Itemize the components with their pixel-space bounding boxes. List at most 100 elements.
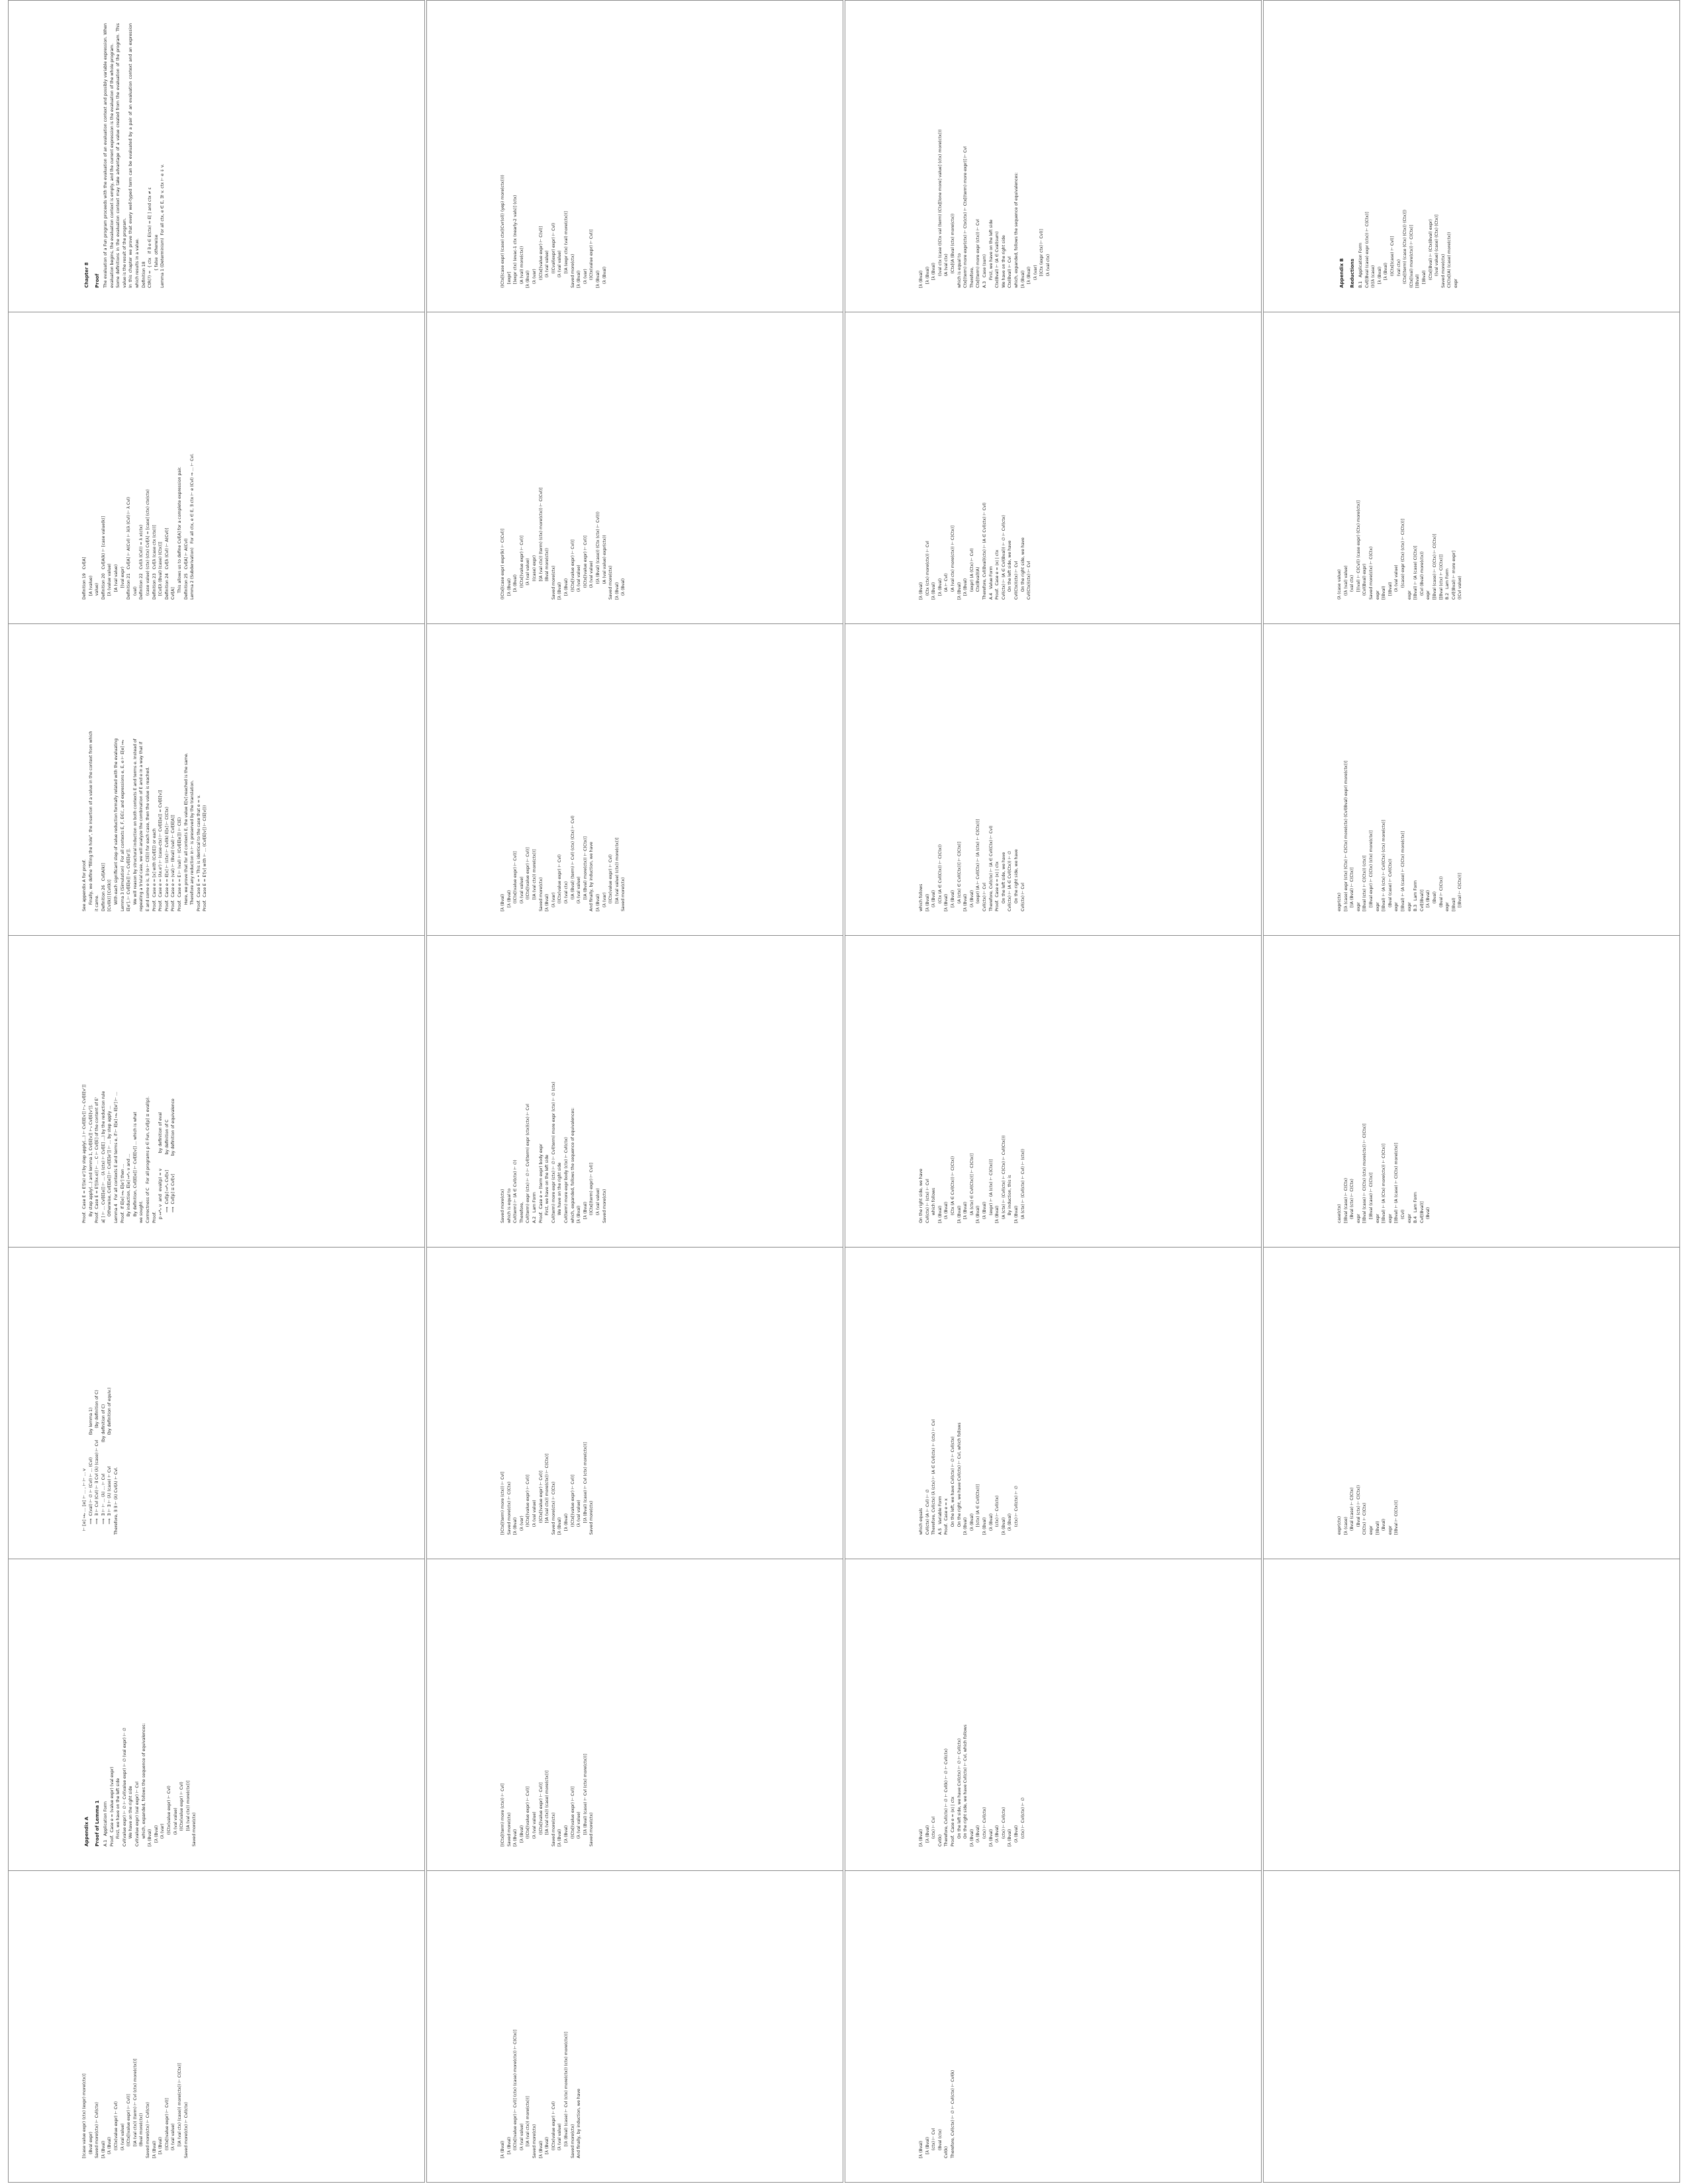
text-line: [(Bval) ⊢ (A (Ctx) more(ctx)) ⊢ C(Ctx)] (1382, 1144, 1387, 1223)
text-line: which is equal to (506, 1188, 512, 1223)
text-line: (λ (var) (551, 892, 556, 911)
page-thumbnail[interactable]: Saved more(ctx) which is equal to Cvl(term… (426, 935, 843, 1248)
rotated-page (1264, 1871, 1679, 2182)
page-thumbnail[interactable]: [(Ctx[(term) more (ctx)) ⊢ Cvl] Saved mor… (426, 1559, 843, 1871)
text-line: [λ (Bval) (925, 266, 930, 288)
text-line: [Cvl(k)] [Cvl(k)] (107, 880, 113, 911)
text-line: Cvl(Ctx)(ctx) ⊢ Cvl (1027, 561, 1032, 600)
text-line: [(A (val ctx)) (term) ⊢ Cvl (ctx) more(c… (132, 2058, 138, 2158)
page-thumbnail[interactable]: Appendix A Proof of Lemma 1 A.1 Applicatio… (8, 1559, 425, 1871)
text-line: case(ctx) (1337, 1204, 1342, 1223)
text-line: [(Bval) (1451, 897, 1456, 911)
text-line: (A (ctx) ⊢ (Cvl(ctx) ⊢ C(Ctx) ⊢ Cvl(Ctx)… (1001, 1135, 1006, 1223)
text-line: [(A (val ctx)) more(ctx))] (185, 1780, 191, 1846)
text-line: [λ (Bval) (957, 1205, 962, 1223)
contact-sheet: Chapter 8 Proof The evaluation of a Fun pr… (8, 0, 1680, 2184)
text-line: Saved more(ctx) (538, 877, 543, 911)
text-line: [λ (Bval) (937, 578, 943, 600)
page-thumbnail[interactable]: See appendix A for proof. Finally, we de… (8, 623, 425, 936)
rotated-page: which follows [λ (Bval) (λ (Bval) (Ctx (A… (845, 624, 1261, 935)
page-thumbnail[interactable]: expr(ctx) [(λ (case) expr (ctx) (Ctx) ⊢ C… (1263, 623, 1680, 936)
text-line: (λ (val value) (577, 1811, 582, 1846)
text-line: value) (95, 582, 100, 600)
page-heading: Proof of Lemma 1 (95, 1800, 100, 1846)
text-line: expr (1375, 1214, 1380, 1223)
text-line: (λ (Bval) (944, 1201, 949, 1223)
page-thumbnail[interactable]: [λ (Bval) [λ (Bval) (ctx) ⊢ Cvl Cvl(k) The… (845, 1559, 1262, 1871)
text-line: Saved more(ctx) (608, 565, 614, 600)
page-thumbnail[interactable]: On the right side, we have Cvl(ctx) ⊢ (ct… (845, 935, 1262, 1248)
text-line: [λ (Bval) (963, 1517, 968, 1535)
page-thumbnail[interactable]: Appendix B Reductions B.1 Application Form… (1263, 0, 1680, 312)
text-line: [(Ctx[(term) more (ctx)) ⊢ Cvl] (500, 1471, 505, 1535)
page-thumbnail[interactable]: [λ (Bval) [λ (Bval) ((Ctx[(value expr) ⊢… (426, 623, 843, 936)
page-thumbnail[interactable]: [(Ctx[(term) more (ctx)) ⊢ Cvl] Saved mor… (426, 1247, 843, 1559)
text-line: We have on the right side (1001, 235, 1006, 288)
page-thumbnail[interactable]: Definition 19 Cvl[A] [A (value) value) De… (8, 312, 425, 624)
text-line: [λ (Bval) (506, 578, 512, 600)
text-line: [(Bval) (1382, 586, 1387, 600)
text-line: C(Ctx) ⊢ C(Ctx) (1362, 1502, 1368, 1535)
page-thumbnail[interactable]: Chapter 8 Proof The evaluation of a Fun pr… (8, 0, 425, 312)
text-line: [λ (Bval) (563, 578, 569, 600)
text-line: Otherwise, Cvl[E[e]] ⊢ Cvl[E[e']] ⊢ ... … (107, 1105, 113, 1223)
text-line: ((case) expr) (532, 555, 537, 600)
text-line: Here, we prove that for all contexts E, … (183, 752, 189, 911)
text-line: ⊢ ⟦e⟧ ↦ₑ ... ⟦e⟧ ⊢ ... , ⊢ ⊢ ... v (82, 1468, 87, 1535)
page-thumbnail[interactable] (1263, 1870, 1680, 2183)
text-line: (expr) (A (Ctx) ⊢ Cvl) (969, 548, 974, 600)
page-thumbnail[interactable]: ((Ctx[(case expr) (case) ctx((Cvr(ol)) (… (426, 0, 843, 312)
text-line: Proof. (152, 1211, 157, 1223)
text-line: expr(ctx) (1337, 1516, 1342, 1535)
page-thumbnail[interactable]: (λ (case value) ((λ (val) value) (val ct… (1263, 312, 1680, 624)
text-line: (Cvl(Bval) expr) (1362, 563, 1368, 600)
text-line: Cvl(term) ⊢ (A ∈ Cvl(ctx) ⊢ ∅) (513, 1160, 518, 1223)
page-body: [λ (Bval) [λ (Bval) [λ (Bval) ((val ctx … (918, 23, 1229, 288)
page-thumbnail[interactable]: ((Ctx[(case expr) expr(k) ⊢ C(Cvl)] [λ (… (426, 312, 843, 624)
text-line: [(Ctx (expr ctx) ⊢ Cvl)] (1039, 229, 1045, 288)
page-thumbnail[interactable]: [λ (Bval) [λ (Bval) ((Ctx[(value expr) ⊢… (426, 1870, 843, 2183)
page-thumbnail[interactable]: Proof. Case E = E'[(e) e'] by step apply… (8, 935, 425, 1248)
text-line: [(A (val ctx)) (term) (ctx) more(ctx)) ⊢… (538, 487, 543, 600)
text-line: [λ (Bval) (919, 2140, 923, 2158)
text-line: ((Ctx[(value expr) ⊢ C(vl)] (538, 226, 543, 288)
text-line: First, we have on the left side (116, 1778, 121, 1846)
page-thumbnail[interactable]: case(ctx) [(Bval (case) ⊢ C(Ctx) (Bval (c… (1263, 935, 1680, 1248)
rotated-page (1264, 1559, 1679, 1870)
text-line: (λ (var) (160, 1823, 165, 1846)
text-line: (A (val) more(ctx)) (519, 246, 524, 288)
page-thumbnail[interactable]: [λ (Bval) (Ctx (ctx) more(ctx)) ⊢ Cvl [λ … (845, 312, 1262, 624)
text-line: Therefore any reduction in ⊢ is preserve… (190, 780, 195, 911)
text-line: (Cvl (Bval) more(ctx)) (1419, 551, 1425, 600)
page-thumbnail[interactable]: which follows [λ (Bval) (λ (Bval) (Ctx (A… (845, 623, 1262, 936)
text-line: (λ (val ctx) (563, 881, 569, 911)
rotated-page: [λ (Bval) [λ (Bval) ((Ctx[(value expr) ⊢… (427, 1871, 843, 2182)
text-line: [(Bval) ⊢ (A (ctx) ⊢ Cvl(Ctx) (ctx) more… (1382, 819, 1387, 911)
text-line: [λ (Bval) (545, 2136, 550, 2158)
text-line: (ctx) ⊢ Cvl(ctx) (995, 1495, 1000, 1535)
text-line: ((Ctx(value expr) ⊢ Cvl) (551, 2101, 556, 2158)
page-thumbnail[interactable]: ⊢ ⟦e⟧ ↦ₑ ... ⟦e⟧ ⊢ ... , ⊢ ⊢ ... v ⟹ C(v… (8, 1247, 425, 1559)
page-thumbnail[interactable]: [λ (Bval) [λ (Bval) (ctx) ⊢ Cvl (Bval (c… (845, 1870, 1262, 2183)
text-line: ((Ctx[(case expr) (case) ctx((Cvr(ol)) (… (500, 175, 505, 288)
text-line: [λ (Bval) (595, 893, 600, 911)
text-line: On the right side, we have (1013, 849, 1019, 911)
page-thumbnail[interactable]: which equals Cvl(ctx) (A ⊢ Cvl) ⊢ ∅ Theref… (845, 1247, 1262, 1559)
text-line: ((case) expr (Ctx) (ctx) ⊢ C(Ctx))] (1400, 518, 1405, 600)
rotated-page: Appendix A Proof of Lemma 1 A.1 Applicatio… (9, 1559, 424, 1870)
page-thumbnail[interactable]: [(case value expr) (ctx) (expr) more(ctx… (8, 1870, 425, 2183)
text-line: expr(ctx) (1337, 892, 1342, 911)
page-thumbnail[interactable]: expr(ctx) [λ (case) (Bval (case) ⊢ C(Ctx)… (1263, 1247, 1680, 1559)
text-line: On the left side, we have (1008, 540, 1013, 600)
page-thumbnail[interactable]: [λ (Bval) [λ (Bval) [λ (Bval) ((val ctx … (845, 0, 1262, 312)
text-line: [λ (Bval) (154, 1825, 159, 1846)
text-line: [((val) ⊢ C(Cvl)) (case expr) (Ctx) more… (1356, 500, 1361, 600)
rotated-page: [λ (Bval) [λ (Bval) (ctx) ⊢ Cvl (Bval (c… (845, 1871, 1261, 2182)
page-thumbnail[interactable] (1263, 1559, 1680, 1871)
text-line: [λ (Bval) (583, 1201, 588, 1223)
text-line: [λ (Bval) (538, 2140, 543, 2158)
text-line: [(Bval) (1375, 1521, 1380, 1535)
page-body: [(case value expr) (ctx) (expr) more(ctx… (81, 1893, 393, 2158)
text-line: expr (1445, 902, 1450, 911)
text-line: (A (ctx) ∈ Cvl(Ctx))] ⊢ C(Ctx)] (957, 841, 962, 911)
